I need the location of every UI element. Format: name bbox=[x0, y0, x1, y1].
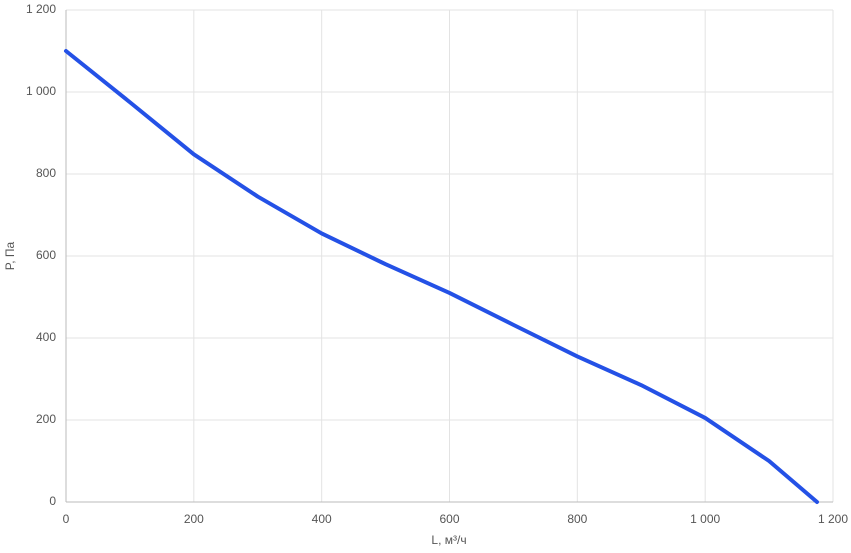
x-tick-label: 200 bbox=[184, 512, 204, 526]
y-tick-label: 1 000 bbox=[26, 84, 56, 98]
y-tick-label: 1 200 bbox=[26, 2, 56, 16]
y-tick-label: 0 bbox=[49, 494, 56, 508]
y-tick-label: 600 bbox=[36, 248, 56, 262]
x-tick-label: 0 bbox=[63, 512, 70, 526]
x-tick-label: 600 bbox=[439, 512, 459, 526]
y-tick-label: 800 bbox=[36, 166, 56, 180]
line-series bbox=[64, 49, 820, 504]
x-tick-label: 800 bbox=[567, 512, 587, 526]
x-tick-label: 1 200 bbox=[818, 512, 848, 526]
y-tick-label: 400 bbox=[36, 330, 56, 344]
x-tick-label: 1 000 bbox=[690, 512, 720, 526]
x-tick-label: 400 bbox=[312, 512, 332, 526]
x-axis-title: L, м³/ч bbox=[431, 533, 466, 547]
y-tick-label: 200 bbox=[36, 412, 56, 426]
y-axis-title: P, Па bbox=[3, 241, 17, 270]
